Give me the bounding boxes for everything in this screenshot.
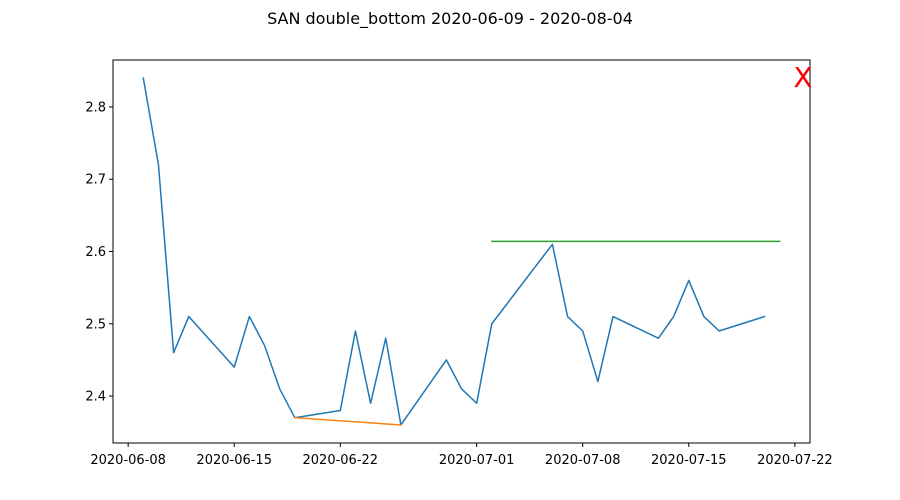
plot-frame xyxy=(112,59,811,444)
x-tick-label-1: 2020-06-15 xyxy=(196,453,272,468)
x-tick-label-4: 2020-07-08 xyxy=(545,453,621,468)
series-line-1 xyxy=(294,416,402,426)
y-tick-label-1: 2.5 xyxy=(85,317,106,332)
x-tick-label-6: 2020-07-22 xyxy=(757,453,833,468)
y-tick-label-3: 2.7 xyxy=(85,173,106,188)
plot-area xyxy=(142,77,781,426)
x-tick-label-0: 2020-06-08 xyxy=(90,453,166,468)
x-mark-annotation: X xyxy=(793,61,812,94)
x-tick-label-3: 2020-07-01 xyxy=(439,453,515,468)
x-tick-label-2: 2020-06-22 xyxy=(303,453,379,468)
y-tick-label-2: 2.6 xyxy=(85,245,106,260)
x-tick-label-5: 2020-07-15 xyxy=(651,453,727,468)
series-line-0 xyxy=(142,77,766,426)
y-tick-label-0: 2.4 xyxy=(85,390,106,405)
axes: 2020-06-08 2020-06-15 2020-06-22 2020-07-01… xyxy=(85,59,833,468)
y-tick-label-4: 2.8 xyxy=(85,100,106,115)
chart-title: SAN double_bottom 2020-06-09 - 2020-08-0… xyxy=(267,9,633,29)
